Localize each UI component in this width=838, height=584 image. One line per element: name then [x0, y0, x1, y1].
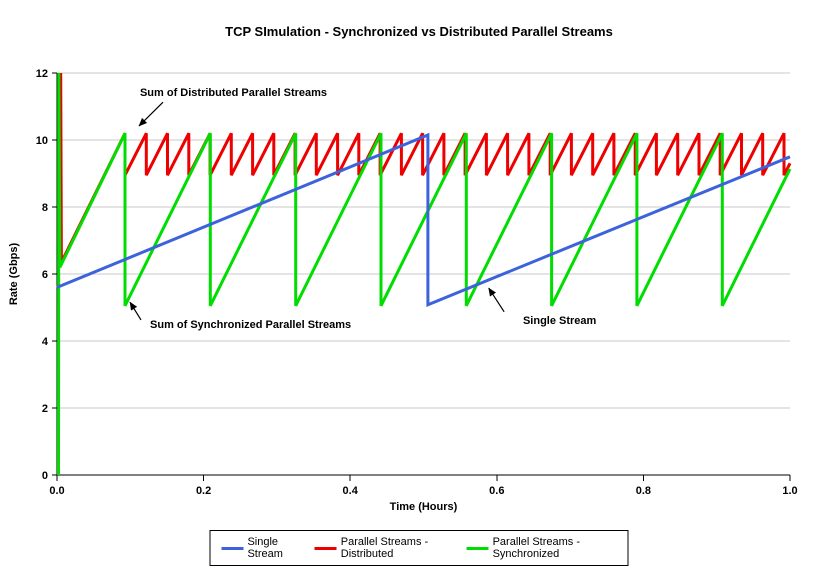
x-axis-label: Time (Hours) [389, 501, 458, 513]
annotation-label-1: Sum of Distributed Parallel Streams [139, 87, 328, 100]
y-tick-label: 10 [36, 135, 48, 147]
y-tick-label: 8 [42, 202, 48, 214]
series-parallel-synchronized [57, 72, 792, 476]
gridlines [57, 72, 790, 409]
legend-label-parallel-synchronized: Parallel Streams - Synchronized [492, 536, 581, 560]
legend-swatch-single-stream [221, 546, 244, 550]
y-tick-label: 6 [42, 269, 48, 281]
y-tick-label: 4 [42, 336, 49, 348]
y-tick-label: 12 [36, 68, 48, 80]
annotation-label-3: Single Stream [522, 314, 597, 327]
y-axis-label: Rate (Gbps) [8, 242, 20, 306]
series-single-stream [56, 132, 791, 308]
annotation-arrows [129, 101, 505, 321]
legend-item-parallel-synchronized: Parallel Streams - Synchronized [466, 536, 617, 560]
x-tick-label: 0.6 [489, 485, 504, 497]
series-lines [56, 72, 792, 476]
legend-label-parallel-distributed: Parallel Streams - Distributed [340, 536, 429, 560]
y-tick-label: 2 [42, 403, 48, 415]
x-tick-label: 0.2 [196, 485, 211, 497]
x-tick-label: 0.8 [636, 485, 651, 497]
x-tick-label: 0.0 [49, 485, 64, 497]
legend-swatch-parallel-distributed [314, 546, 337, 550]
legend-item-single-stream: Single Stream [221, 536, 302, 560]
x-tick-label: 1.0 [782, 485, 797, 497]
annotation-arrow-3 [488, 287, 505, 313]
legend-label-single-stream: Single Stream [247, 536, 283, 560]
legend-item-parallel-distributed: Parallel Streams - Distributed [314, 536, 454, 560]
legend-swatch-parallel-synchronized [466, 546, 489, 550]
chart-title: TCP SImulation - Synchronized vs Distrib… [225, 24, 613, 39]
axes: 0 2 4 6 8 10 12 0.0 0.2 0.4 0.6 0.8 1.0 [36, 68, 798, 497]
x-tick-label: 0.4 [343, 485, 359, 497]
annotation-label-2: Sum of Synchronized Parallel Streams [150, 318, 352, 331]
annotation-arrow-1 [138, 101, 164, 127]
annotation-arrow-2 [129, 301, 142, 321]
legend: Single Stream Parallel Streams - Distribu… [209, 530, 629, 566]
y-tick-label: 0 [42, 470, 48, 482]
series-parallel-distributed [58, 72, 792, 264]
